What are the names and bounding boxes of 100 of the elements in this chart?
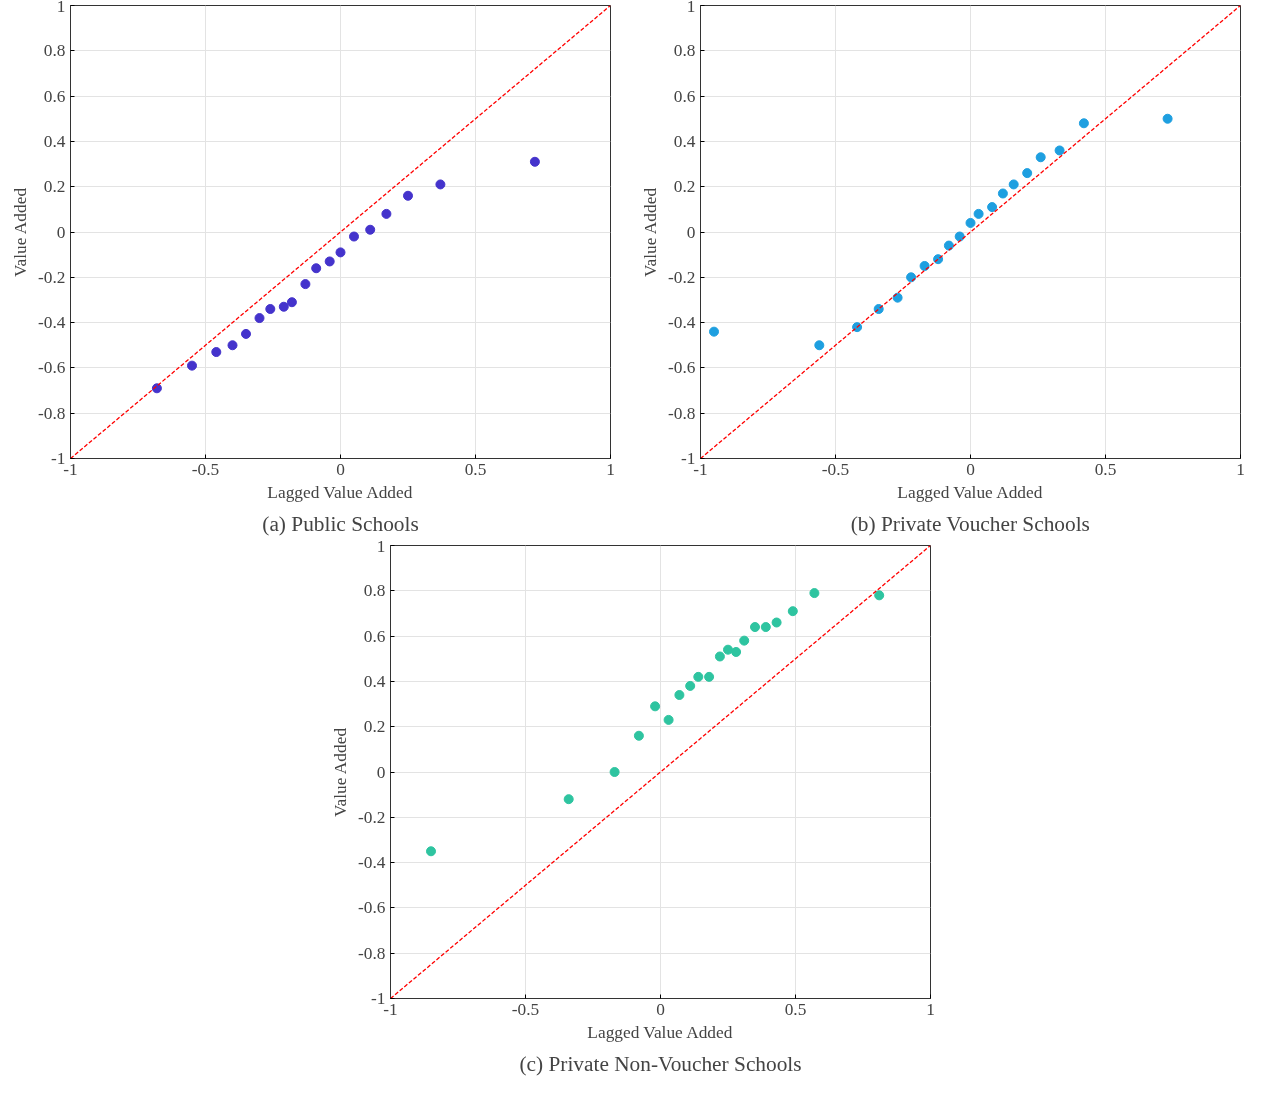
y-tick-label: -0.4 [668, 313, 696, 333]
point [714, 651, 725, 662]
text: (b) Private Voucher Schools [850, 511, 1090, 536]
x-tick-label: 0 [336, 459, 345, 479]
y-tick-label: 1 [376, 536, 386, 556]
y-tick-label: 0.2 [673, 177, 696, 197]
y-tick-label: 0.6 [673, 86, 696, 106]
y-tick-label: 0.4 [363, 671, 386, 691]
x-tick-label: 1 [1236, 459, 1245, 479]
y-axis-title: Value Added [641, 187, 661, 277]
x-tick-label: 1 [606, 459, 615, 479]
point [529, 156, 540, 167]
point [693, 671, 704, 682]
x-tick-label: 0 [966, 459, 975, 479]
point [426, 846, 436, 857]
point [300, 279, 311, 290]
point [349, 231, 359, 242]
point [227, 340, 238, 351]
point [731, 646, 742, 657]
y-tick-label: 0.4 [673, 131, 696, 151]
point [254, 313, 265, 324]
y-tick-label: 0.6 [43, 86, 66, 106]
point [241, 328, 251, 339]
point [704, 671, 715, 682]
point [1078, 118, 1089, 129]
point [1035, 152, 1046, 163]
x-tick-label: -0.5 [191, 459, 220, 479]
y-tick-label: 0.8 [43, 41, 66, 61]
y-tick-label: -0.2 [668, 267, 696, 287]
point [809, 588, 820, 599]
point [787, 606, 798, 617]
y-tick-label: 0.2 [363, 717, 386, 737]
y-tick-label: 0.2 [43, 177, 66, 197]
point [663, 714, 674, 725]
y-axis-title: Value Added [331, 727, 351, 817]
point [814, 340, 825, 351]
point [674, 690, 685, 700]
x-tick-label: -0.5 [511, 999, 540, 1019]
y-tick-label: -0.6 [358, 898, 386, 918]
point [187, 360, 197, 371]
point [965, 217, 976, 228]
point [563, 794, 574, 805]
text: (c) Private Non-Voucher Schools [519, 1051, 802, 1076]
x-axis-title: Lagged Value Added [587, 1022, 733, 1042]
y-tick-label: 0.8 [363, 581, 386, 601]
y-tick-label: 1 [56, 0, 66, 16]
y-axis-title: Value Added [11, 187, 31, 277]
y-tick-label: 0.4 [43, 131, 66, 151]
point [685, 680, 696, 691]
point [906, 272, 917, 283]
point [1054, 145, 1065, 156]
point [335, 247, 346, 258]
x-tick-label: -0.5 [821, 459, 850, 479]
point [771, 617, 782, 628]
point [151, 383, 162, 394]
y-tick-label: -0.8 [38, 403, 66, 423]
y-tick-label: 0.8 [673, 41, 696, 61]
point [760, 622, 771, 633]
point [211, 347, 222, 358]
y-tick-label: 0 [56, 222, 66, 242]
x-tick-label: 1 [926, 999, 935, 1019]
point [403, 190, 413, 201]
y-tick-label: -0.6 [38, 358, 66, 378]
y-tick-label: -0.8 [668, 403, 696, 423]
point [997, 188, 1008, 199]
point [365, 224, 376, 235]
point [286, 297, 297, 308]
point [324, 256, 335, 267]
x-axis-title: Lagged Value Added [897, 482, 1043, 502]
point [609, 767, 620, 777]
y-tick-label: -0.4 [358, 853, 386, 873]
y-tick-label: 1 [686, 0, 696, 16]
point [723, 644, 733, 655]
y-tick-label: -0.6 [668, 358, 696, 378]
point [1162, 113, 1173, 124]
point [739, 635, 750, 646]
point [381, 208, 392, 219]
text: (a) Public Schools [262, 511, 419, 536]
y-tick-label: 0 [376, 762, 386, 782]
point [750, 622, 760, 633]
point [943, 240, 954, 251]
x-tick-label: 0.5 [784, 999, 807, 1019]
x-axis-title: Lagged Value Added [267, 482, 413, 502]
point [633, 730, 644, 741]
point [892, 292, 903, 303]
y-tick-label: -0.2 [358, 807, 386, 827]
x-tick-label: 0.5 [1094, 459, 1117, 479]
y-tick-label: -0.2 [38, 267, 66, 287]
point [1022, 168, 1033, 179]
y-tick-label: -0.4 [38, 313, 66, 333]
point [973, 208, 984, 219]
point [987, 202, 998, 213]
point [650, 701, 661, 712]
y-tick-label: 0 [686, 222, 696, 242]
point [709, 326, 719, 337]
point [874, 590, 885, 601]
point [311, 263, 322, 274]
point [265, 304, 276, 314]
point [1008, 179, 1019, 190]
point [919, 260, 930, 271]
